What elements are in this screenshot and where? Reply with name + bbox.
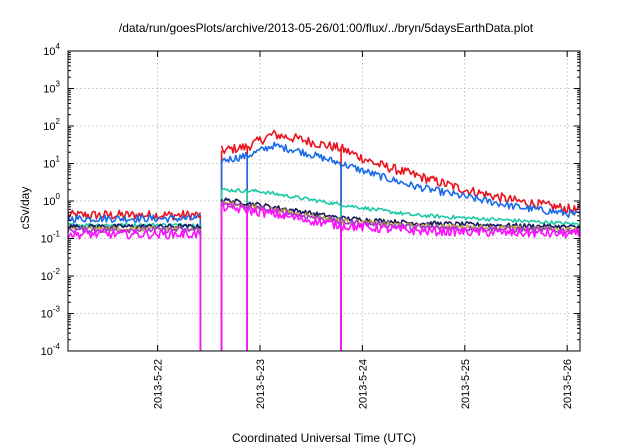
- series-layer: [68, 129, 580, 351]
- x-tick-label: 2013-5-25: [460, 359, 472, 409]
- y-axis-label: cSv/day: [18, 187, 32, 230]
- y-tick-label: 10-4: [41, 342, 61, 358]
- x-axis-tick-labels: 2013-5-22 2013-5-23 2013-5-24 2013-5-25 2013…: [153, 359, 575, 409]
- axis-ticks: [68, 50, 580, 352]
- series-line-2: [68, 141, 580, 351]
- x-axis-label: Coordinated Universal Time (UTC): [232, 431, 416, 445]
- x-tick-label: 2013-5-26: [562, 359, 574, 409]
- x-tick-label: 2013-5-23: [255, 359, 267, 409]
- y-tick-label: 10-3: [41, 305, 61, 321]
- y-tick-label: 10-1: [41, 230, 61, 246]
- y-tick-label: 104: [43, 42, 60, 58]
- y-tick-label: 102: [43, 117, 60, 133]
- y-tick-label: 101: [43, 155, 60, 171]
- x-tick-label: 2013-5-22: [153, 359, 165, 409]
- x-tick-label: 2013-5-24: [357, 359, 369, 409]
- y-tick-label: 100: [43, 192, 60, 208]
- chart-title: /data/run/goesPlots/archive/2013-05-26/0…: [119, 21, 534, 35]
- y-axis-tick-labels: 10-4 10-3 10-2 10-1 100 101 102 103 104: [41, 42, 61, 358]
- series-line-7: [68, 201, 580, 351]
- y-tick-label: 10-2: [41, 267, 61, 283]
- y-tick-label: 103: [43, 80, 60, 96]
